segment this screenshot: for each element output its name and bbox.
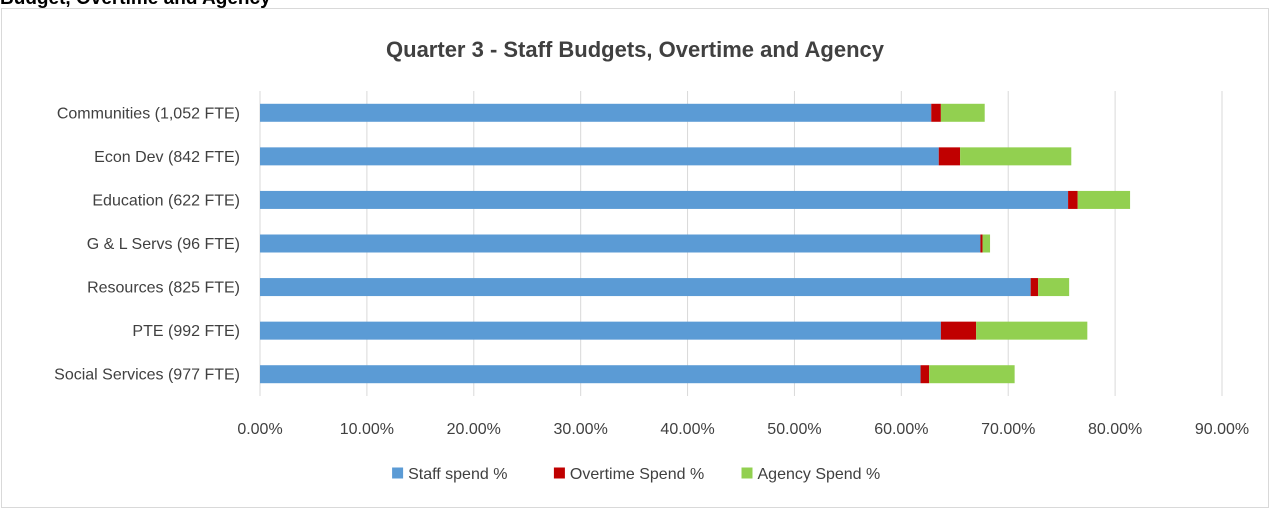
bar-segment [976, 321, 1088, 340]
x-tick-label: 90.00% [1195, 421, 1249, 438]
bar-segment [920, 365, 930, 384]
bar-segment [260, 321, 941, 340]
x-tick-label: 40.00% [660, 421, 714, 438]
bar-segment [940, 321, 977, 340]
category-label: Communities (1,052 FTE) [57, 105, 240, 122]
page-heading: Budget, Overtime and Agency [0, 0, 600, 8]
bar-segment [260, 278, 1031, 297]
legend-label: Overtime Spend % [570, 466, 704, 483]
bar-segment [260, 103, 932, 122]
bar-segment [940, 103, 985, 122]
bar-segment [980, 234, 983, 253]
bar-chart: Quarter 3 - Staff Budgets, Overtime and … [54, 37, 1249, 483]
bar-segment [929, 365, 1015, 384]
legend-label: Agency Spend % [758, 466, 881, 483]
bar-segment [982, 234, 991, 253]
bar-segment [260, 147, 939, 166]
x-tick-label: 30.00% [554, 421, 608, 438]
bar-segment [1068, 190, 1078, 209]
bar-segment [931, 103, 941, 122]
x-tick-label: 0.00% [237, 421, 282, 438]
category-label: Resources (825 FTE) [87, 280, 240, 297]
bar-segment [1077, 190, 1131, 209]
legend-swatch [392, 467, 404, 479]
x-tick-label: 70.00% [981, 421, 1035, 438]
bars [260, 103, 1131, 384]
x-tick-label: 50.00% [767, 421, 821, 438]
x-tick-label: 60.00% [874, 421, 928, 438]
legend-swatch [553, 467, 565, 479]
category-labels: Communities (1,052 FTE) Econ Dev (842 FTE… [54, 105, 240, 383]
legend-label: Staff spend % [408, 466, 507, 483]
x-tick-label: 20.00% [447, 421, 501, 438]
bar-segment [260, 234, 981, 253]
category-label: Education (622 FTE) [92, 192, 240, 209]
chart-frame: Quarter 3 - Staff Budgets, Overtime and … [1, 8, 1269, 508]
bar-segment [960, 147, 1072, 166]
bar-segment [938, 147, 961, 166]
category-label: Social Services (977 FTE) [54, 367, 240, 384]
x-tick-label: 80.00% [1088, 421, 1142, 438]
bar-segment [1030, 278, 1039, 297]
category-label: Econ Dev (842 FTE) [94, 149, 240, 166]
category-label: PTE (992 FTE) [132, 323, 240, 340]
x-axis-ticks: 0.00% 10.00% 20.00% 30.00% 40.00% 50.00% 60.00… [237, 421, 1249, 438]
bar-segment [260, 190, 1069, 209]
legend-swatch [741, 467, 753, 479]
x-tick-label: 10.00% [340, 421, 394, 438]
bar-segment [1038, 278, 1070, 297]
category-label: G & L Servs (96 FTE) [87, 236, 240, 253]
bar-segment [260, 365, 921, 384]
chart-title: Quarter 3 - Staff Budgets, Overtime and … [386, 37, 885, 62]
legend: Staff spend % Overtime Spend % Agency Spen… [392, 466, 880, 483]
